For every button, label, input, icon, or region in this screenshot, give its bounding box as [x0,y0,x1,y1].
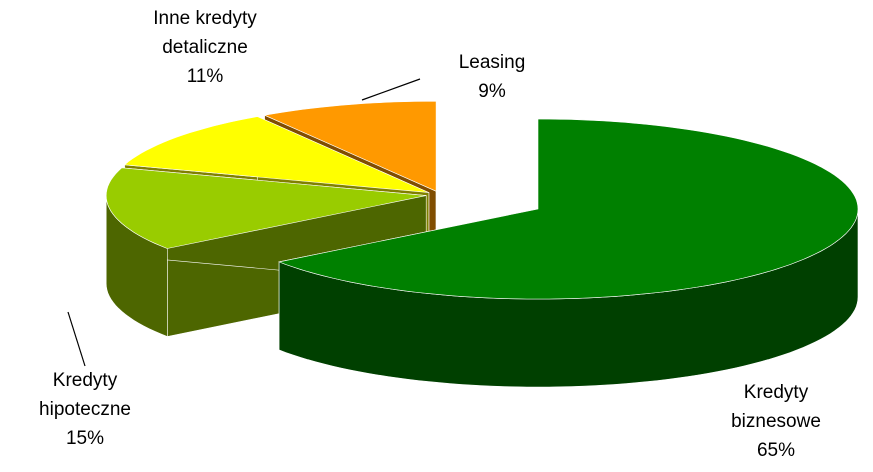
slice [123,116,430,193]
slice-label: Leasing 9% [402,48,582,106]
value-label: 9% [478,81,506,102]
slice-label: Kredyty biznesowe 65% [686,378,866,465]
slice-label: Inne kredyty detaliczne 11% [115,4,295,91]
value-label: 11% [186,66,224,87]
value-label: 15% [65,428,105,449]
value-label: 65% [756,440,796,461]
slice [263,100,437,192]
category-label: Kredyty hipoteczne [39,370,131,420]
slice [278,118,859,300]
slice [105,167,427,249]
slice-label: Kredyty hipoteczne 15% [0,366,175,453]
slices [105,100,859,388]
leader-line [67,311,86,367]
category-label: Kredyty biznesowe [731,382,821,432]
leader-line [361,78,421,101]
category-label: Inne kredyty detaliczne [153,8,257,58]
category-label: Leasing [458,52,526,73]
